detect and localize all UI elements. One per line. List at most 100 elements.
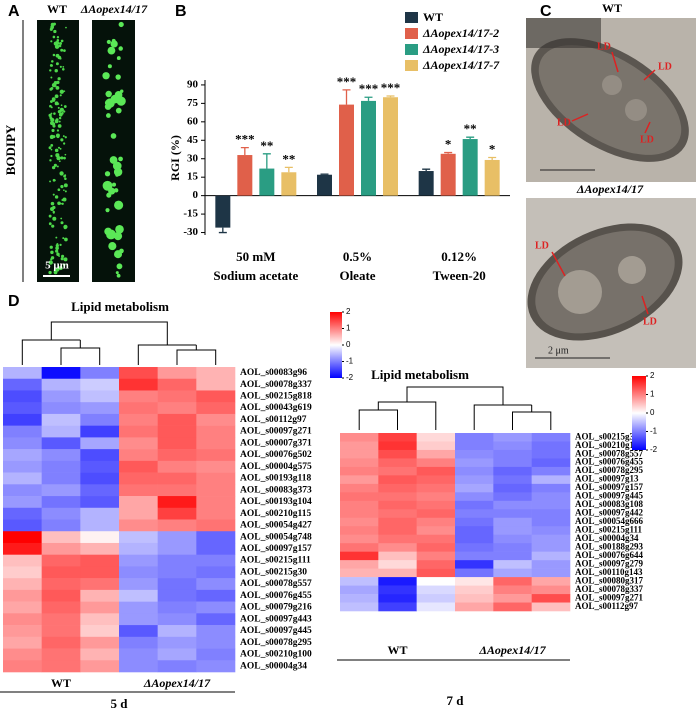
heatmap-cell	[119, 460, 158, 473]
heatmap-cell	[196, 402, 236, 415]
heatmap-cell	[41, 390, 81, 403]
fluorescent-dot	[58, 44, 62, 48]
stain-label: BODIPY	[3, 124, 18, 175]
colorbar-tick-label: 1	[650, 390, 655, 399]
heatmap-cell	[416, 458, 456, 468]
error-bar	[262, 153, 271, 169]
row-label: AOL_s00112g97	[575, 601, 639, 611]
heatmap-cell	[80, 437, 120, 450]
heatmap-cell	[340, 568, 379, 578]
fluorescent-dot	[58, 116, 62, 120]
heatmap-cell	[531, 560, 571, 569]
fluorescent-dot	[102, 180, 113, 191]
heatmap-cell	[340, 466, 379, 476]
heatmap-cell	[157, 566, 197, 579]
heatmap-cell	[41, 554, 81, 567]
heatmap-cell	[80, 660, 120, 673]
dendrogram	[21, 321, 217, 365]
significance: ***	[235, 132, 255, 147]
heatmap-cell	[340, 560, 379, 569]
heatmap-cell	[416, 594, 456, 603]
fluorescent-dot	[55, 153, 60, 158]
heatmap-cell	[416, 551, 456, 561]
bar	[418, 171, 434, 196]
heatmap-cell	[531, 475, 571, 485]
heatmap-cell	[3, 390, 42, 403]
fluorescent-dot	[106, 113, 111, 118]
row-label: AOL_s00215g111	[240, 556, 311, 566]
heatmap-cell	[455, 568, 494, 578]
heatmap-cell	[80, 390, 120, 403]
heatmap-cell	[196, 449, 236, 462]
significance: *	[489, 141, 496, 156]
fluorescent-dot	[104, 99, 111, 106]
heatmap-cell	[493, 585, 532, 595]
row-label: AOL_s00078g295	[240, 638, 312, 648]
heatmap-cell	[157, 496, 197, 509]
heatmap-cell	[378, 509, 417, 519]
heatmap-cell	[531, 483, 571, 493]
fluorescent-dot	[107, 46, 116, 55]
fluorescent-dot	[112, 182, 117, 187]
heatmap-cell	[531, 441, 571, 451]
fluorescent-dot	[48, 113, 52, 118]
heatmap-cell	[41, 531, 81, 544]
legend-label: ΔAopex14/17-2	[422, 26, 499, 40]
fluorescent-dot	[54, 44, 60, 49]
heatmap-cell	[3, 367, 42, 380]
heatmap-cell	[531, 492, 571, 502]
fluorescent-dot	[53, 22, 56, 26]
fluorescent-dot	[54, 195, 59, 199]
row-label: AOL_s00007g371	[240, 438, 312, 448]
fluorescent-dot	[63, 49, 66, 52]
heatmap-cell	[41, 625, 81, 638]
fluorescent-dot	[53, 163, 57, 167]
heatmap-cell	[157, 472, 197, 485]
significance: ***	[337, 74, 357, 89]
heatmap-cell	[80, 484, 120, 497]
error-bar	[386, 95, 395, 98]
heatmap-cell	[378, 543, 417, 552]
fluorescent-dot	[60, 217, 63, 220]
bar	[237, 155, 253, 196]
fluorescent-dot	[55, 62, 59, 66]
row-label: AOL_s00078g557	[240, 579, 312, 589]
error-bar	[320, 173, 329, 175]
heatmap-cell	[416, 526, 456, 536]
heatmap-cell	[531, 517, 571, 527]
row-label: AOL_s00188g293	[575, 541, 644, 551]
heatmap-cell	[3, 449, 42, 462]
cell	[538, 45, 682, 155]
legend-swatch	[405, 12, 418, 23]
fluorescent-dot	[62, 65, 65, 68]
fluorescent-dot	[54, 101, 59, 106]
legend-swatch	[405, 60, 418, 71]
row-label: AOL_s00054g666	[575, 516, 644, 526]
fluorescent-dot	[58, 120, 61, 123]
error-bar	[342, 89, 351, 105]
heatmap-cell	[196, 554, 236, 567]
fluorescent-dot	[51, 60, 54, 63]
heatmap-cell	[41, 578, 81, 591]
colorbar-tick-label: -1	[346, 357, 354, 366]
fluorescent-dot	[49, 245, 53, 249]
heatmap-cell	[455, 534, 494, 544]
fluorescent-dot	[60, 48, 64, 52]
fluorescent-dot	[112, 161, 122, 171]
heatmap-cell	[80, 507, 120, 520]
image-title: ΔAopex14/17	[576, 182, 644, 196]
heatmap-cell	[3, 542, 42, 555]
colorbar	[632, 376, 646, 450]
ld-label: LD	[535, 240, 549, 251]
heatmap-cell	[493, 433, 532, 442]
heatmap-cell	[455, 475, 494, 485]
fluorescent-dot	[51, 82, 57, 88]
fluorescent-dot	[50, 112, 53, 115]
fluorescent-dot	[57, 109, 62, 114]
heatmap-cell	[340, 500, 379, 510]
heatmap-cell	[119, 449, 158, 462]
heatmap-cell	[41, 542, 81, 555]
heatmap-cell	[493, 577, 532, 586]
fluorescent-dot	[56, 38, 60, 42]
lipid-droplet	[602, 75, 622, 95]
